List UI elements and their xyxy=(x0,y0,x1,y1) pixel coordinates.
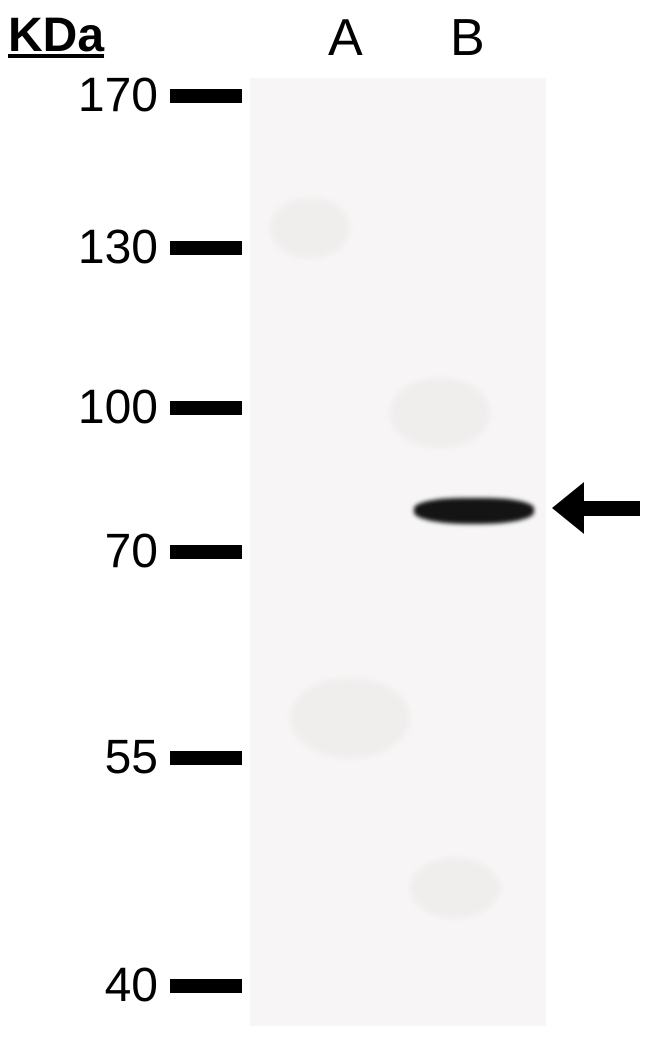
membrane-noise xyxy=(390,378,490,448)
membrane-noise xyxy=(290,678,410,758)
mw-marker-55: 55 xyxy=(105,730,158,785)
mw-marker-70: 70 xyxy=(105,524,158,579)
axis-unit-label: KDa xyxy=(8,8,104,63)
mw-marker-130: 130 xyxy=(78,220,158,275)
mw-tick-70 xyxy=(170,545,242,559)
mw-tick-130 xyxy=(170,241,242,255)
mw-tick-100 xyxy=(170,401,242,415)
membrane-noise xyxy=(410,858,500,918)
mw-marker-40: 40 xyxy=(105,958,158,1013)
mw-marker-100: 100 xyxy=(78,380,158,435)
mw-tick-40 xyxy=(170,979,242,993)
mw-tick-55 xyxy=(170,751,242,765)
mw-tick-170 xyxy=(170,89,242,103)
lane-label-A: A xyxy=(328,8,363,68)
arrow-head-icon xyxy=(552,482,584,534)
blot-membrane-region xyxy=(250,78,546,1026)
western-blot-figure: KDa A B 170 130 100 70 55 40 xyxy=(0,0,650,1055)
mw-marker-170: 170 xyxy=(78,68,158,123)
lane-label-B: B xyxy=(450,8,485,68)
band-lane-B xyxy=(414,498,534,524)
membrane-noise xyxy=(270,198,350,258)
